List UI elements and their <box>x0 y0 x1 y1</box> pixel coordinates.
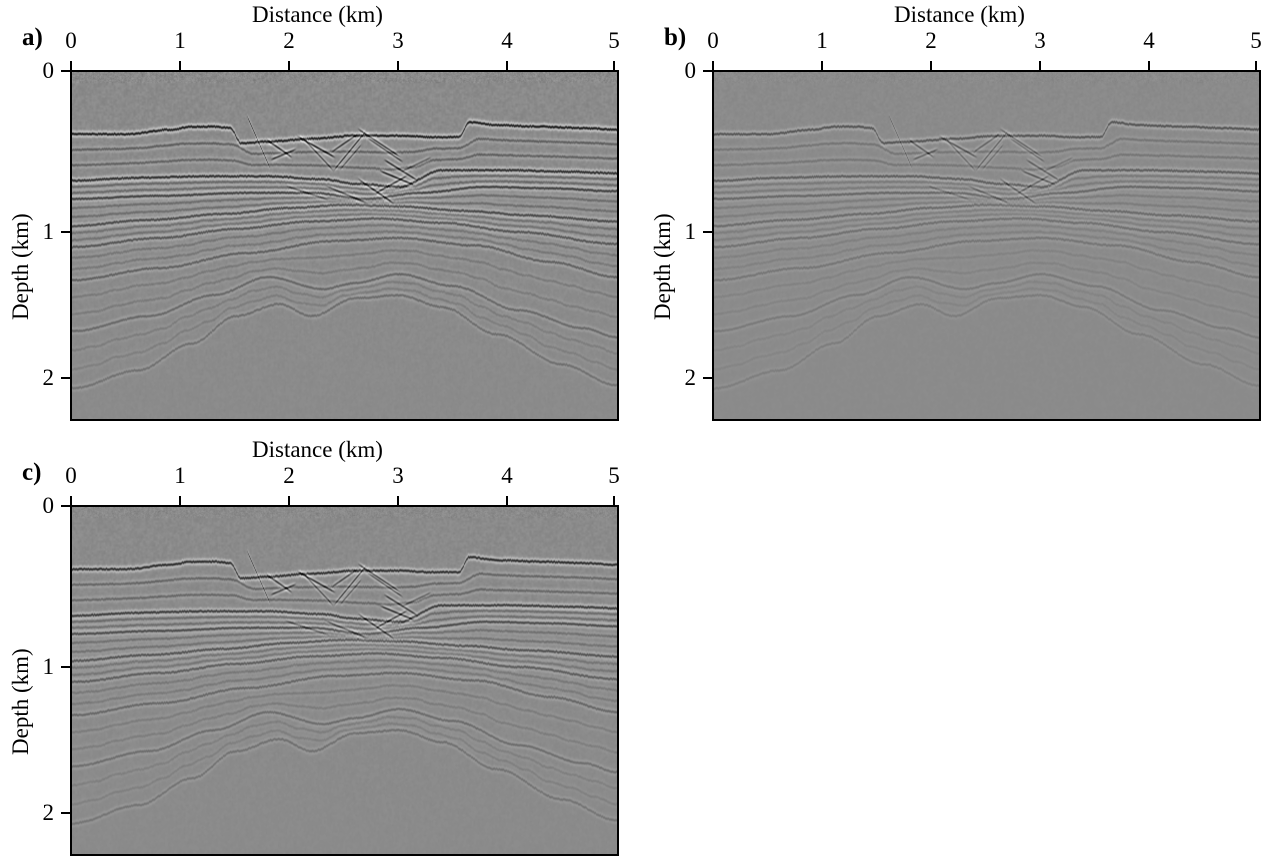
panel-b-xtick-3: 3 <box>1034 28 1046 53</box>
panel-c-xaxis-title: Distance (km) <box>252 437 383 462</box>
panel-c-ytick-mark-1 <box>61 666 70 668</box>
panel-a-yaxis-title: Depth (km) <box>8 213 33 320</box>
panel-b-xtick-mark-5 <box>1255 61 1257 70</box>
panel-a-xtick-2: 2 <box>283 28 295 53</box>
panel-b-ytick-mark-1 <box>703 231 712 233</box>
panel-c-letter: c) <box>22 459 42 486</box>
panel-a-image <box>70 70 619 421</box>
panel-c-xtick-3: 3 <box>392 463 404 488</box>
panel-b-xtick-0: 0 <box>707 28 719 53</box>
panel-c-image <box>70 505 619 856</box>
panel-c-xtick-mark-5 <box>613 496 615 505</box>
panel-b-image <box>712 70 1261 421</box>
panel-b-xtick-5: 5 <box>1250 28 1262 53</box>
panel-a-xtick-mark-3 <box>397 61 399 70</box>
panel-a-xtick-5: 5 <box>608 28 620 53</box>
panel-a-xtick-mark-1 <box>179 61 181 70</box>
panel-a-ytick-mark-0 <box>61 70 70 72</box>
panel-b-seismic-canvas <box>714 72 1259 419</box>
panel-c-xtick-0: 0 <box>65 463 77 488</box>
panel-b-yaxis-title: Depth (km) <box>650 213 675 320</box>
panel-c-ytick-0: 0 <box>42 493 55 518</box>
panel-b-ytick-1: 1 <box>684 219 697 244</box>
panel-b-xaxis-title: Distance (km) <box>894 2 1025 27</box>
panel-c-yaxis-title: Depth (km) <box>8 648 33 755</box>
panel-b-xtick-mark-2 <box>930 61 932 70</box>
panel-c-xtick-2: 2 <box>283 463 295 488</box>
panel-c-ytick-mark-0 <box>61 505 70 507</box>
panel-a-letter: a) <box>22 24 43 51</box>
panel-b-xtick-mark-4 <box>1148 61 1150 70</box>
panel-c-xtick-1: 1 <box>174 463 186 488</box>
panel-c-ytick-1: 1 <box>42 654 55 679</box>
panel-a-ytick-1: 1 <box>42 219 55 244</box>
panel-a-ytick-mark-1 <box>61 231 70 233</box>
panel-b-xtick-mark-1 <box>821 61 823 70</box>
panel-b-xtick-mark-3 <box>1039 61 1041 70</box>
panel-b-ytick-0: 0 <box>684 58 697 83</box>
panel-a-ytick-0: 0 <box>42 58 55 83</box>
panel-b-xtick-1: 1 <box>816 28 828 53</box>
panel-a: Distance (km) a) 0 1 2 3 4 5 0 1 2 Depth… <box>0 0 640 430</box>
panel-b-xtick-4: 4 <box>1143 28 1155 53</box>
panel-a-xtick-3: 3 <box>392 28 404 53</box>
panel-c-xtick-5: 5 <box>608 463 620 488</box>
panel-c-xtick-4: 4 <box>501 463 513 488</box>
panel-a-xtick-mark-4 <box>506 61 508 70</box>
panel-a-seismic-canvas <box>72 72 617 419</box>
panel-a-ytick-2: 2 <box>42 365 55 390</box>
panel-b: Distance (km) b) 0 1 2 3 4 5 0 1 2 Depth… <box>642 0 1269 430</box>
panel-c: Distance (km) c) 0 1 2 3 4 5 0 1 2 Depth… <box>0 435 640 862</box>
panel-a-xtick-1: 1 <box>174 28 186 53</box>
panel-c-xtick-mark-0 <box>70 496 72 505</box>
panel-a-xaxis-title: Distance (km) <box>252 2 383 27</box>
panel-c-xtick-mark-2 <box>288 496 290 505</box>
panel-a-xtick-mark-5 <box>613 61 615 70</box>
panel-b-xtick-mark-0 <box>712 61 714 70</box>
panel-b-ytick-mark-0 <box>703 70 712 72</box>
panel-c-ytick-mark-2 <box>61 812 70 814</box>
panel-b-ytick-mark-2 <box>703 377 712 379</box>
panel-a-xtick-mark-0 <box>70 61 72 70</box>
panel-a-ytick-mark-2 <box>61 377 70 379</box>
panel-a-xtick-0: 0 <box>65 28 77 53</box>
panel-c-xtick-mark-1 <box>179 496 181 505</box>
panel-c-xtick-mark-3 <box>397 496 399 505</box>
panel-c-ytick-2: 2 <box>42 800 55 825</box>
panel-c-xtick-mark-4 <box>506 496 508 505</box>
panel-a-xtick-4: 4 <box>501 28 513 53</box>
panel-c-seismic-canvas <box>72 507 617 854</box>
panel-b-ytick-2: 2 <box>684 365 697 390</box>
panel-b-xtick-2: 2 <box>925 28 937 53</box>
panel-a-xtick-mark-2 <box>288 61 290 70</box>
panel-b-letter: b) <box>664 24 687 51</box>
